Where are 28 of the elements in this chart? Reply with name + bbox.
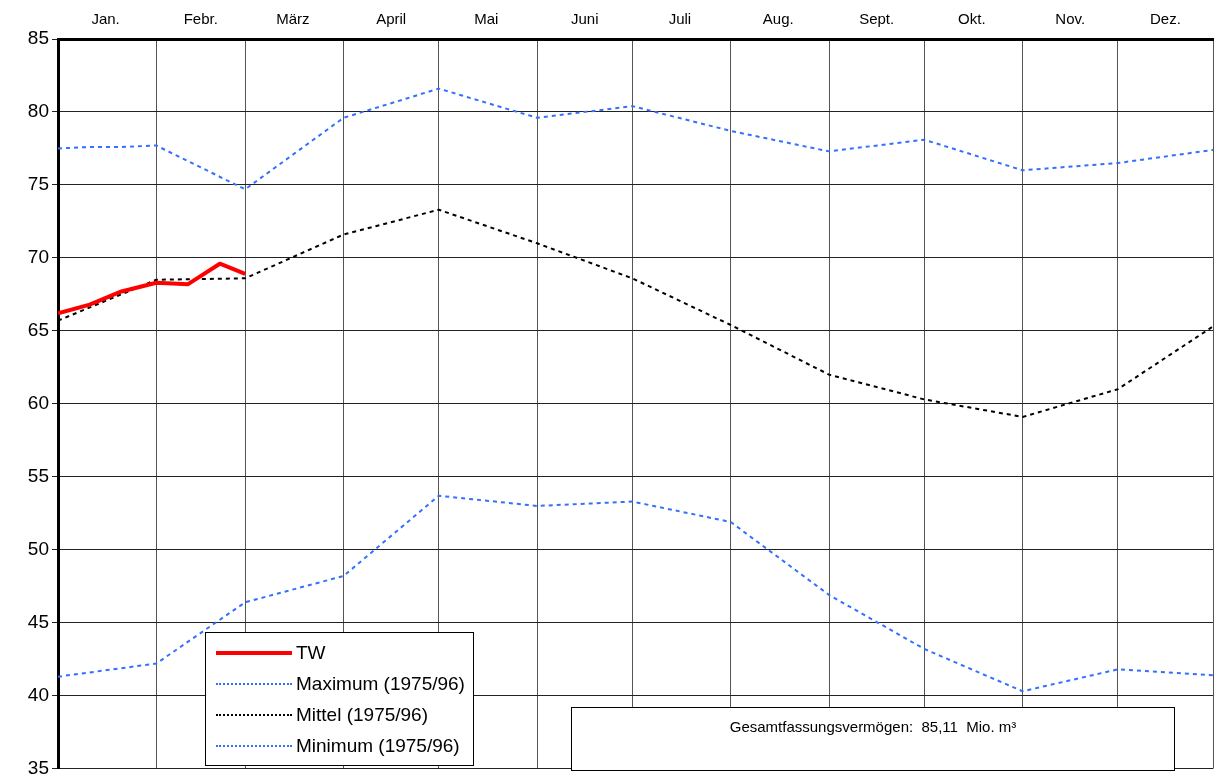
y-tick-label: 85: [27, 27, 49, 49]
x-tick-label: Juli: [668, 10, 692, 28]
x-tick-label: Dez.: [1149, 10, 1181, 28]
y-tick-label: 55: [27, 464, 49, 486]
y-tick-label: 45: [27, 610, 49, 632]
y-tick-label: 65: [27, 319, 49, 341]
x-tick-label: Mai: [474, 10, 499, 28]
x-tick-label: Febr.: [183, 10, 218, 28]
legend-label: TW: [296, 641, 326, 665]
x-tick-label: Jan.: [91, 10, 120, 28]
y-tick-label: 35: [27, 756, 49, 778]
y-tick-label: 60: [27, 392, 49, 414]
x-tick-label: Aug.: [762, 10, 794, 28]
note-box: Gesamtfassungsvermögen: 85,11 Mio. m³: [571, 707, 1175, 771]
y-tick-label: 50: [27, 537, 49, 559]
legend-label: Minimum (1975/96): [296, 734, 460, 758]
y-tick-label: 40: [27, 683, 49, 705]
x-tick-label: Sept.: [859, 10, 895, 28]
x-tick-label: März: [276, 10, 310, 28]
y-tick-label: 75: [27, 173, 49, 195]
x-tick-label: Juni: [570, 10, 599, 28]
y-tick-label: 70: [27, 246, 49, 268]
legend-label: Mittel (1975/96): [296, 703, 429, 727]
y-tick-label: 80: [27, 100, 49, 122]
x-tick-label: Nov.: [1055, 10, 1086, 28]
legend-label: Maximum (1975/96): [296, 672, 465, 696]
x-tick-label: Okt.: [958, 10, 986, 28]
x-tick-label: April: [376, 10, 407, 28]
